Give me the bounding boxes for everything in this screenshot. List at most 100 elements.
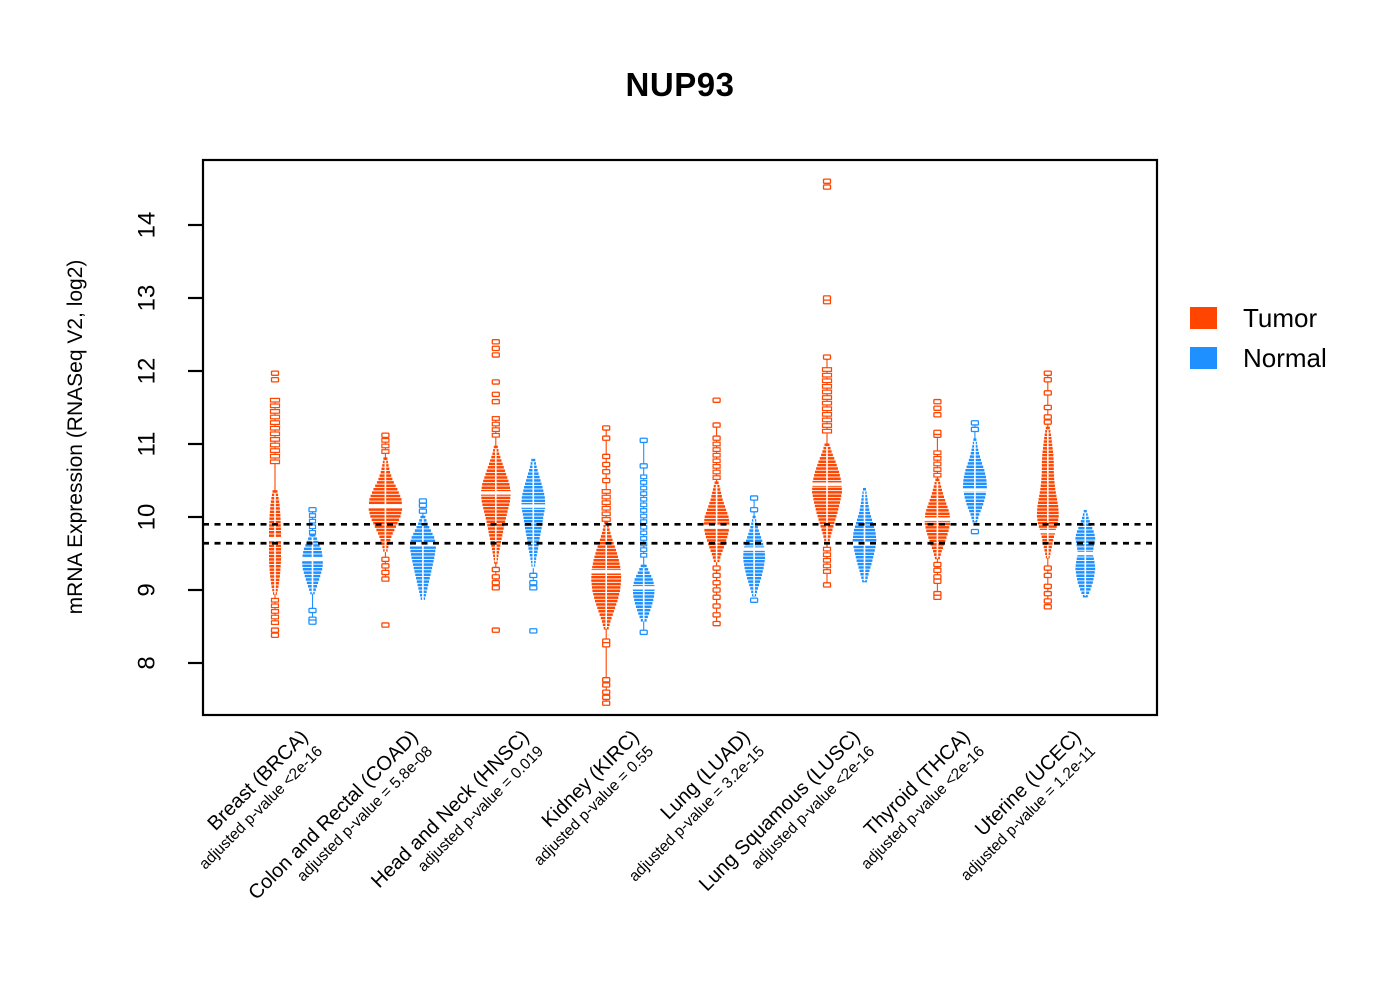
violin-tumor-0-outlier-point xyxy=(270,632,280,639)
violin-normal-0-center-gap xyxy=(311,536,314,594)
violin-normal-0-outlier-point xyxy=(308,506,317,513)
violin-normal-2-median-line xyxy=(520,504,547,508)
violin-tumor-5-outlier-point xyxy=(822,184,832,190)
violin-normal-6-outlier-point xyxy=(970,528,980,535)
violin-tumor-3-outlier-cluster-point xyxy=(601,494,611,500)
violin-tumor-0-outlier-cluster-point xyxy=(269,403,281,409)
y-tick-label: 12 xyxy=(134,358,161,385)
violin-tumor-3-outlier-point xyxy=(602,677,611,683)
violin-tumor-3-median-line xyxy=(590,570,623,574)
violin-tumor-6-outlier-cluster-point xyxy=(933,461,942,467)
violin-tumor-3-outlier-point xyxy=(602,700,611,706)
violin-tumor-5-outlier-point xyxy=(822,178,832,184)
violin-normal-1-center-gap xyxy=(422,518,424,601)
violin-tumor-3-outlier-point xyxy=(602,425,611,431)
plot-border xyxy=(201,158,1159,717)
violin-tumor-3-outlier-point xyxy=(602,689,611,695)
violin-tumor-0-outlier-cluster-point xyxy=(269,448,281,453)
violin-normal-3-outlier-cluster-point xyxy=(640,491,648,497)
violin-normal-1-outlier-point xyxy=(418,508,428,514)
violin-tumor-5-center-gap xyxy=(826,446,828,542)
violin-tumor-4-outlier-cluster-point xyxy=(712,469,721,475)
violin-normal-6-center-gap xyxy=(974,441,976,522)
violin-tumor-7-center-gap xyxy=(1047,429,1049,558)
violin-tumor-1-outlier-point xyxy=(381,432,390,438)
violin-tumor-2-outlier-point xyxy=(491,345,500,352)
violin-tumor-5-outlier-cluster-point xyxy=(821,389,833,395)
violin-tumor-4-median-line xyxy=(702,524,731,529)
violin-tumor-0-outlier-cluster-point xyxy=(269,425,281,431)
violin-tumor-0-outlier-point xyxy=(270,377,280,383)
violin-normal-0-outlier-point xyxy=(308,619,317,625)
violin-tumor-4-outlier-point xyxy=(712,435,721,441)
y-tick-label: 8 xyxy=(134,656,161,669)
violin-tumor-4-outlier-point xyxy=(712,587,721,593)
violin-tumor-5-outlier-cluster-point xyxy=(821,372,833,378)
violin-normal-2-density-row xyxy=(531,458,536,462)
violin-tumor-6-outlier-point xyxy=(933,561,942,568)
violin-tumor-4-outlier-point xyxy=(712,397,721,403)
violin-tumor-7-outlier-point xyxy=(1043,404,1052,411)
violin-normal-1-outlier-point xyxy=(418,498,428,504)
violin-tumor-3-outlier-cluster-point xyxy=(601,511,611,517)
violin-tumor-4-outlier-cluster-point xyxy=(712,441,721,447)
violin-normal-2-center-gap xyxy=(532,461,535,567)
violin-normal-3-outlier-point xyxy=(639,629,648,636)
violin-tumor-6-outlier-cluster-point xyxy=(933,455,942,461)
violin-tumor-0-outlier-point xyxy=(270,627,280,633)
violin-tumor-2-outlier-point xyxy=(491,391,500,398)
violin-tumor-2-outlier-cluster-point xyxy=(491,432,500,438)
violin-normal-5-median-line xyxy=(851,541,878,545)
violin-tumor-2-density-row xyxy=(493,445,498,449)
violin-tumor-6-outlier-point xyxy=(933,594,942,601)
violin-normal-2-outlier-point xyxy=(529,572,538,579)
violin-normal-7-median-line xyxy=(1074,551,1097,556)
violin-tumor-1-outlier-cluster-point xyxy=(381,437,390,443)
violin-tumor-0-median-line xyxy=(268,537,282,541)
violin-tumor-1-outlier-cluster-point xyxy=(381,443,390,449)
violin-tumor-5-outlier-cluster-point xyxy=(821,411,833,417)
violin-tumor-2-outlier-cluster-point xyxy=(491,421,500,427)
violin-tumor-5-outlier-cluster-point xyxy=(821,406,833,412)
violin-tumor-0-outlier-cluster-point xyxy=(269,409,281,414)
violin-tumor-7-outlier-point xyxy=(1043,583,1052,590)
violin-tumor-6-outlier-cluster-point xyxy=(933,450,942,456)
violin-normal-0-outlier-point xyxy=(308,607,317,614)
violin-tumor-2-outlier-cluster-point xyxy=(491,427,500,433)
violin-tumor-5-outlier-cluster-point xyxy=(822,569,832,574)
violin-normal-3-outlier-cluster-point xyxy=(640,536,648,541)
violin-normal-6-outlier-point xyxy=(970,420,980,426)
violin-normal-3-outlier-cluster-point xyxy=(640,485,648,491)
violin-tumor-2-outlier-point xyxy=(491,574,500,580)
violin-normal-3-center-gap xyxy=(642,567,645,622)
legend-label-tumor: Tumor xyxy=(1243,303,1318,333)
violin-normal-1-density-row xyxy=(420,515,426,519)
violin-tumor-4-outlier-point xyxy=(712,572,721,579)
violin-normal-6-median-line xyxy=(961,488,988,492)
violin-tumor-5-outlier-cluster-point xyxy=(822,563,832,569)
violin-tumor-0-outlier-cluster-point xyxy=(270,620,280,626)
violin-tumor-4-outlier-point xyxy=(712,603,721,609)
violin-tumor-6-outlier-point xyxy=(933,574,942,580)
violin-tumor-4-outlier-point xyxy=(712,579,721,586)
violin-normal-3-outlier-cluster-point xyxy=(640,547,648,553)
violin-tumor-5-outlier-cluster-point xyxy=(821,400,833,406)
violin-tumor-4-outlier-cluster-point xyxy=(712,452,721,458)
violin-tumor-7-outlier-point xyxy=(1043,565,1052,571)
violin-tumor-0-outlier-cluster-point xyxy=(269,453,281,459)
violin-tumor-7-density-row xyxy=(1045,426,1050,430)
violin-tumor-6-outlier-point xyxy=(933,405,942,411)
violin-normal-1-outlier-point xyxy=(418,502,428,509)
violin-tumor-0-outlier-cluster-point xyxy=(269,442,281,448)
violin-normal-0-outlier-cluster-point xyxy=(308,513,317,518)
violin-tumor-4-outlier-point xyxy=(712,594,721,601)
violin-tumor-4-outlier-point xyxy=(712,620,721,627)
violin-tumor-0-outlier-cluster-point xyxy=(269,414,281,420)
violin-tumor-4-outlier-point xyxy=(712,422,721,428)
violin-normal-3-outlier-point xyxy=(639,463,648,469)
violin-tumor-3-outlier-point xyxy=(602,682,611,688)
violin-tumor-3-outlier-cluster-point xyxy=(601,505,611,511)
violin-normal-2-outlier-point xyxy=(529,585,538,591)
violin-tumor-3-outlier-cluster-point xyxy=(601,517,611,522)
